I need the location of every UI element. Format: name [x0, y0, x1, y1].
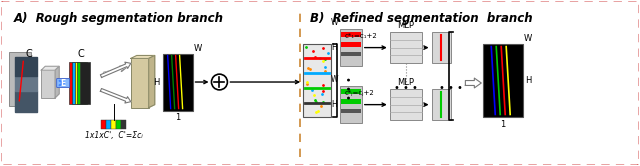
- Bar: [10, 51, 31, 106]
- Text: 1x1xC',  C'=Σcᵢ: 1x1xC', C'=Σcᵢ: [85, 131, 143, 140]
- Text: 1: 1: [175, 114, 180, 123]
- Text: C: C: [77, 49, 84, 59]
- Text: • • •: • • •: [345, 76, 355, 100]
- Bar: [41, 70, 55, 98]
- Bar: [106, 120, 111, 129]
- Text: c*ⱼ=cⱼ+2: c*ⱼ=cⱼ+2: [345, 90, 374, 96]
- Bar: [121, 120, 126, 129]
- Bar: [340, 86, 362, 123]
- Text: W: W: [330, 75, 338, 84]
- Text: E: E: [61, 79, 66, 87]
- Text: H: H: [154, 78, 160, 86]
- Bar: [116, 120, 121, 129]
- Text: • • •: • • •: [394, 83, 417, 93]
- Polygon shape: [15, 91, 37, 112]
- Bar: [390, 32, 422, 63]
- Bar: [77, 62, 88, 104]
- Text: c*₁=c₁+2: c*₁=c₁+2: [345, 33, 378, 39]
- Polygon shape: [15, 76, 37, 91]
- Bar: [101, 120, 106, 129]
- Polygon shape: [41, 66, 59, 70]
- Text: MLP: MLP: [397, 21, 414, 30]
- Text: A)  Rough segmentation branch: A) Rough segmentation branch: [13, 12, 223, 25]
- Text: MLP: MLP: [397, 78, 414, 87]
- Bar: [15, 57, 37, 112]
- Bar: [431, 32, 451, 63]
- Bar: [163, 53, 193, 111]
- Bar: [341, 89, 361, 94]
- Bar: [390, 89, 422, 120]
- Polygon shape: [131, 55, 155, 58]
- Polygon shape: [55, 66, 59, 98]
- Bar: [72, 62, 82, 104]
- Text: 1: 1: [500, 120, 506, 129]
- Bar: [341, 109, 361, 114]
- Text: C: C: [26, 49, 33, 59]
- Text: W: W: [193, 43, 202, 52]
- Bar: [80, 62, 90, 104]
- Polygon shape: [465, 78, 481, 88]
- Text: B)  Refined segmentation  branch: B) Refined segmentation branch: [310, 12, 532, 25]
- Text: H: H: [525, 76, 531, 85]
- Text: H: H: [331, 43, 337, 52]
- Bar: [483, 44, 523, 117]
- Bar: [111, 120, 116, 129]
- Bar: [431, 89, 451, 120]
- Bar: [69, 62, 79, 104]
- Text: H: H: [331, 100, 337, 109]
- Text: W: W: [524, 34, 532, 43]
- Polygon shape: [148, 55, 155, 108]
- Bar: [75, 62, 84, 104]
- Bar: [131, 58, 148, 108]
- Polygon shape: [100, 88, 131, 103]
- Bar: [303, 44, 331, 117]
- Bar: [341, 99, 361, 104]
- FancyBboxPatch shape: [57, 79, 70, 87]
- Polygon shape: [100, 62, 131, 78]
- Text: W: W: [330, 18, 338, 27]
- Bar: [341, 32, 361, 37]
- Bar: [341, 42, 361, 47]
- Bar: [340, 29, 362, 66]
- Circle shape: [211, 74, 227, 90]
- Bar: [341, 51, 361, 56]
- Text: • • •: • • •: [440, 83, 463, 93]
- Polygon shape: [15, 57, 37, 76]
